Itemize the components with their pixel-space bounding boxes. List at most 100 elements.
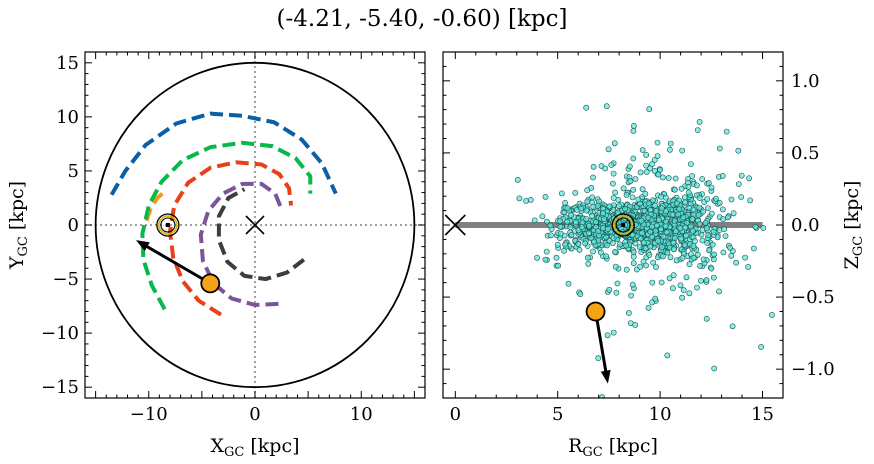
star-point [586,230,592,237]
star-point [534,254,540,261]
star-point [539,213,546,220]
star-point [654,153,661,159]
star-point [568,231,575,238]
spiral-arm-1 [109,111,338,196]
star-point [567,224,574,231]
star-point [650,259,657,266]
star-point [723,128,730,135]
star-point [610,180,616,187]
star-point [608,162,615,168]
star-point [642,190,649,197]
star-point [664,352,671,359]
star-point [690,254,697,261]
star-point [652,295,659,302]
star-point [604,332,611,339]
star-point [623,192,630,198]
sun-marker-ring-inner-rz [615,217,631,233]
star-point [630,155,637,162]
star-point [578,205,584,212]
star-point [583,216,590,222]
left-ytick-label: −15 [41,377,79,398]
star-point [652,227,659,234]
star-point [681,194,688,201]
star-point [703,315,710,322]
star-point [711,251,717,258]
right-xlabel: RGC [kpc] [568,435,658,460]
star-point [542,193,549,200]
star-point [673,228,679,235]
star-point [688,161,694,167]
left-ytick-label: −10 [41,323,79,344]
star-point [605,225,611,232]
star-point [547,232,554,239]
star-point [716,288,722,295]
star-point [590,248,596,255]
left-ticks: −10 0 10 −15 −10 −5 0 5 10 15 [41,52,425,425]
star-point [640,239,647,246]
star-point [623,242,630,249]
star-point [700,256,707,263]
star-point [635,196,642,203]
star-point [602,165,609,172]
star-point [603,253,610,260]
star-point [760,225,767,231]
star-point [612,263,619,270]
left-ytick-label: −5 [52,269,79,290]
star-point [696,119,703,125]
left-xtick-label: −10 [130,404,168,425]
star-point [630,260,637,267]
star-point [716,199,723,206]
star-point [630,186,637,193]
left-ytick-label: 0 [68,215,79,236]
star-point [565,280,572,287]
spiral-arm-3 [140,140,313,311]
star-point [673,257,680,264]
star-point [681,242,688,248]
star-point [671,246,677,253]
star-point [746,175,752,182]
star-point [696,220,703,227]
star-point [742,254,749,261]
star-point [649,233,656,240]
right-ytick-label: 0.0 [791,215,820,236]
object-velocity-arrowhead-rz [600,369,611,384]
sun-marker-dot [165,223,170,227]
star-point [665,175,672,181]
star-point [667,140,674,147]
left-panel: −10 0 10 −15 −10 −5 0 5 10 15 XGC [kpc] YGC [kpc] [6,51,426,460]
right-plot-area [444,103,775,398]
left-ytick-label: 10 [56,107,79,128]
star-point [679,147,686,154]
star-point [583,207,590,214]
star-point [622,205,629,212]
spiral-arm-5 [198,181,283,308]
star-point [649,223,655,230]
star-point [714,234,721,241]
star-point [542,256,549,263]
star-point [697,277,704,284]
star-point [616,203,622,209]
star-point [716,145,723,152]
star-point [658,205,665,212]
star-point [614,280,621,287]
star-point [600,225,606,231]
star-point [653,208,660,214]
star-point [643,162,649,169]
star-point [617,241,623,248]
star-point [670,239,677,246]
star-point [678,185,685,192]
star-point [651,167,658,174]
star-point [671,217,678,224]
star-point [705,232,712,238]
star-point [626,163,633,170]
right-panel: 0 5 10 15 1.0 0.5 0.0 −0.5 −1.0 RGC [kpc] ZGC [k… [442,51,866,460]
star-point [738,172,745,179]
star-point [651,157,658,163]
left-plot-area [85,52,425,398]
star-point [663,229,670,236]
star-point [728,252,735,259]
star-point [685,183,692,190]
star-point [682,224,689,231]
star-point [678,235,684,242]
star-point [713,195,719,202]
